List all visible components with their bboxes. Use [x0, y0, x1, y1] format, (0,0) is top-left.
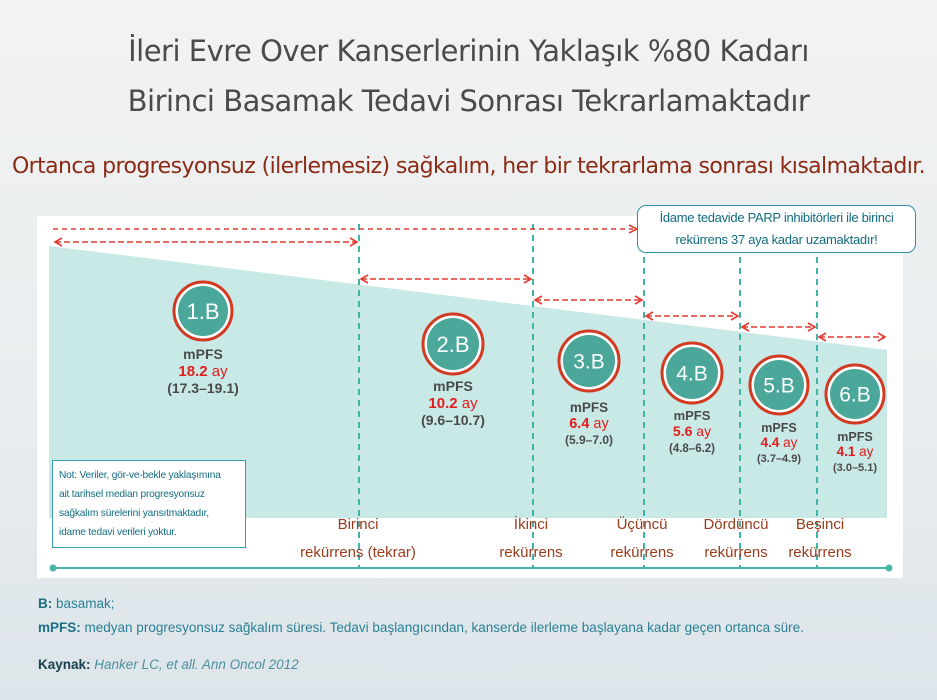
legend-mpfs-label: mPFS: — [38, 620, 81, 635]
mpfs-label: mPFS — [433, 378, 473, 394]
recurrence-label: rekürrens (tekrar) — [300, 544, 416, 561]
recurrence-label: rekürrens — [788, 544, 851, 561]
mpfs-label: mPFS — [674, 408, 711, 423]
recurrence-label: Üçüncü — [617, 515, 668, 533]
mpfs-ci: (5.9–7.0) — [565, 433, 613, 447]
mpfs-value: 10.2 ay — [428, 395, 478, 412]
recurrence-label: rekürrens — [499, 544, 562, 561]
stage-circle — [830, 369, 880, 419]
mpfs-label: mPFS — [570, 400, 608, 415]
mpfs-value: 5.6 ay — [673, 423, 711, 439]
pfs-duration-arrowhead — [523, 274, 533, 284]
recurrence-label: Beşinci — [796, 516, 844, 533]
stage-label: 2.B — [436, 332, 469, 357]
stage-label: 6.B — [839, 384, 871, 407]
mpfs-value: 18.2 ay — [178, 363, 228, 380]
pfs-duration-arrowhead — [877, 332, 887, 342]
title-line-2: Birinci Basamak Tedavi Sonrası Tekrarlam… — [127, 84, 810, 118]
stage-circle — [754, 360, 804, 410]
recurrence-label: rekürrens — [610, 544, 673, 561]
recurrence-label: Dördüncü — [703, 516, 768, 533]
source-text: Hanker LC, et all. Ann Oncol 2012 — [94, 657, 299, 672]
parp-callout-line-2: rekürrens 37 aya kadar uzamaktadır! — [675, 232, 878, 247]
pfs-band — [49, 246, 887, 518]
stage-label: 5.B — [763, 375, 795, 398]
stage-label: 4.B — [676, 363, 708, 386]
mpfs-value: 4.4 ay — [761, 435, 798, 450]
source-label: Kaynak: — [38, 657, 91, 672]
stage-circle — [178, 286, 228, 336]
mpfs-label: mPFS — [183, 346, 223, 362]
legend-b-text: basamak; — [56, 596, 115, 611]
mpfs-value: 4.1 ay — [837, 444, 874, 459]
pfs-duration-arrowhead — [359, 274, 369, 284]
mpfs-ci: (17.3–19.1) — [167, 380, 239, 396]
timeline-start-dot — [49, 564, 57, 572]
data-note-line: idame tedavi verileri yoktur. — [59, 527, 177, 538]
mpfs-ci: (9.6–10.7) — [421, 412, 485, 428]
legend-b: B: basamak; — [38, 596, 115, 611]
title-line-1: İleri Evre Over Kanserlerinin Yaklaşık %… — [128, 34, 809, 68]
pfs-duration-arrowhead — [740, 322, 750, 332]
pfs-duration-arrowhead — [817, 332, 827, 342]
pfs-duration-arrowhead — [53, 237, 63, 247]
legend-mpfs: mPFS: medyan progresyonsuz sağkalım süre… — [38, 620, 804, 635]
pfs-duration-arrowhead — [349, 237, 359, 247]
stage-circle — [427, 318, 479, 370]
stage-circle — [563, 335, 615, 387]
pfs-duration-arrowhead — [533, 295, 543, 305]
mpfs-value: 6.4 ay — [569, 416, 609, 432]
mpfs-ci: (3.0–5.1) — [833, 462, 877, 474]
recurrence-label: İkinci — [514, 515, 548, 533]
legend-mpfs-text: medyan progresyonsuz sağkalım süresi. Te… — [84, 620, 804, 635]
data-note-line: sağkalım sürelerini yansıtmaktadır, — [59, 508, 209, 519]
pfs-duration-arrowhead — [807, 322, 817, 332]
legend-b-label: B: — [38, 596, 53, 611]
parp-callout-line-1: İdame tedavide PARP inhibitörleri ile bi… — [659, 210, 894, 225]
source: Kaynak: Hanker LC, et all. Ann Oncol 201… — [38, 657, 299, 672]
parp-callout: İdame tedavide PARP inhibitörleri ile bi… — [637, 205, 916, 253]
timeline-end-dot — [885, 564, 893, 572]
data-note-line: ait tarihsel median progresyonsuz — [59, 489, 205, 500]
subtitle: Ortanca progresyonsuz (ilerlemesiz) sağk… — [11, 154, 926, 179]
mpfs-label: mPFS — [837, 430, 872, 444]
data-note: Not: Veriler, gör-ve-bekle yaklaşımına a… — [52, 460, 246, 548]
pfs-duration-arrowhead — [730, 311, 740, 321]
data-note-line: Not: Veriler, gör-ve-bekle yaklaşımına — [59, 470, 221, 481]
mpfs-ci: (4.8–6.2) — [669, 443, 715, 455]
recurrence-label: rekürrens — [704, 544, 767, 561]
stage-circle — [666, 347, 718, 399]
pfs-duration-arrowhead — [634, 295, 644, 305]
stage-label: 1.B — [186, 299, 219, 324]
stage-label: 3.B — [573, 351, 605, 374]
recurrence-label: Birinci — [338, 516, 379, 533]
mpfs-label: mPFS — [761, 421, 796, 435]
mpfs-ci: (3.7–4.9) — [757, 453, 801, 465]
pfs-duration-arrowhead — [644, 311, 654, 321]
